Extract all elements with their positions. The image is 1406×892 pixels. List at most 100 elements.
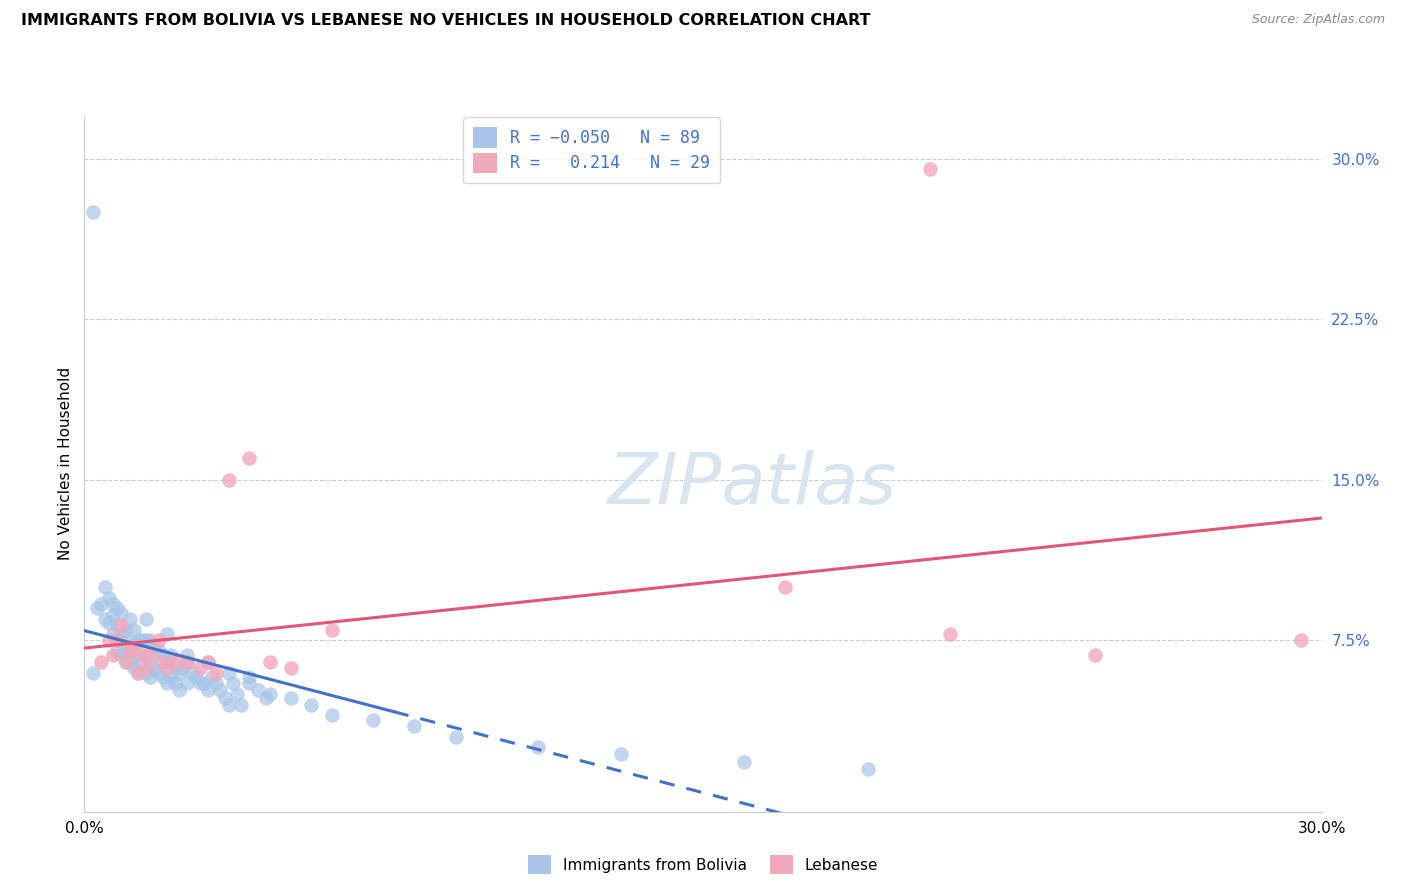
Point — [165, 659, 187, 673]
Point — [127, 648, 149, 663]
Point — [105, 633, 128, 648]
Point — [82, 205, 104, 219]
Point — [103, 607, 125, 622]
Point — [98, 633, 121, 648]
Point — [135, 633, 157, 648]
Point — [156, 627, 179, 641]
Point — [110, 627, 132, 641]
Point — [114, 644, 136, 658]
Point — [86, 601, 108, 615]
Point — [856, 762, 879, 776]
Text: IMMIGRANTS FROM BOLIVIA VS LEBANESE NO VEHICLES IN HOUSEHOLD CORRELATION CHART: IMMIGRANTS FROM BOLIVIA VS LEBANESE NO V… — [21, 13, 870, 29]
Point — [527, 740, 550, 755]
Point — [90, 597, 112, 611]
Point — [105, 601, 128, 615]
Point — [148, 665, 170, 680]
Point — [226, 687, 249, 701]
Point — [127, 633, 149, 648]
Text: ZIPatlas: ZIPatlas — [607, 450, 897, 519]
Point — [218, 473, 240, 487]
Point — [135, 665, 157, 680]
Point — [165, 655, 187, 669]
Point — [114, 623, 136, 637]
Point — [918, 162, 941, 177]
Point — [135, 612, 157, 626]
Point — [259, 687, 281, 701]
Y-axis label: No Vehicles in Household: No Vehicles in Household — [58, 368, 73, 560]
Point — [733, 756, 755, 770]
Point — [135, 661, 157, 675]
Point — [238, 676, 260, 690]
Point — [122, 661, 145, 675]
Point — [160, 648, 183, 663]
Point — [152, 655, 174, 669]
Point — [180, 665, 202, 680]
Point — [127, 665, 149, 680]
Point — [122, 623, 145, 637]
Point — [246, 682, 269, 697]
Point — [193, 676, 215, 690]
Point — [184, 670, 207, 684]
Point — [299, 698, 322, 712]
Point — [939, 627, 962, 641]
Point — [98, 591, 121, 605]
Point — [90, 655, 112, 669]
Point — [131, 648, 153, 663]
Point — [167, 682, 190, 697]
Point — [105, 633, 128, 648]
Point — [114, 633, 136, 648]
Point — [143, 661, 166, 675]
Point — [143, 640, 166, 654]
Point — [139, 648, 162, 663]
Point — [197, 655, 219, 669]
Point — [205, 676, 228, 690]
Point — [201, 670, 224, 684]
Point — [167, 665, 190, 680]
Point — [156, 661, 179, 675]
Point — [103, 597, 125, 611]
Point — [98, 616, 121, 631]
Point — [222, 676, 245, 690]
Point — [94, 612, 117, 626]
Point — [165, 676, 187, 690]
Point — [176, 676, 198, 690]
Point — [775, 580, 797, 594]
Point — [110, 618, 132, 632]
Point — [110, 648, 132, 663]
Point — [103, 648, 125, 663]
Point — [118, 644, 141, 658]
Point — [444, 730, 467, 744]
Point — [110, 606, 132, 620]
Point — [152, 648, 174, 663]
Point — [176, 648, 198, 663]
Legend: R = −0.050   N = 89, R =   0.214   N = 29: R = −0.050 N = 89, R = 0.214 N = 29 — [464, 118, 720, 183]
Point — [188, 661, 211, 675]
Point — [105, 644, 128, 658]
Point — [172, 661, 194, 675]
Point — [118, 655, 141, 669]
Point — [218, 665, 240, 680]
Point — [160, 670, 183, 684]
Point — [118, 640, 141, 654]
Point — [131, 655, 153, 669]
Point — [156, 655, 179, 669]
Point — [1289, 633, 1312, 648]
Point — [94, 580, 117, 594]
Point — [259, 655, 281, 669]
Point — [131, 633, 153, 648]
Point — [197, 682, 219, 697]
Point — [197, 655, 219, 669]
Point — [114, 655, 136, 669]
Point — [214, 691, 236, 706]
Point — [254, 691, 277, 706]
Point — [135, 648, 157, 663]
Point — [321, 623, 343, 637]
Point — [229, 698, 252, 712]
Point — [148, 633, 170, 648]
Point — [218, 698, 240, 712]
Point — [404, 719, 426, 733]
Point — [176, 655, 198, 669]
Point — [103, 627, 125, 641]
Point — [156, 676, 179, 690]
Point — [361, 713, 384, 727]
